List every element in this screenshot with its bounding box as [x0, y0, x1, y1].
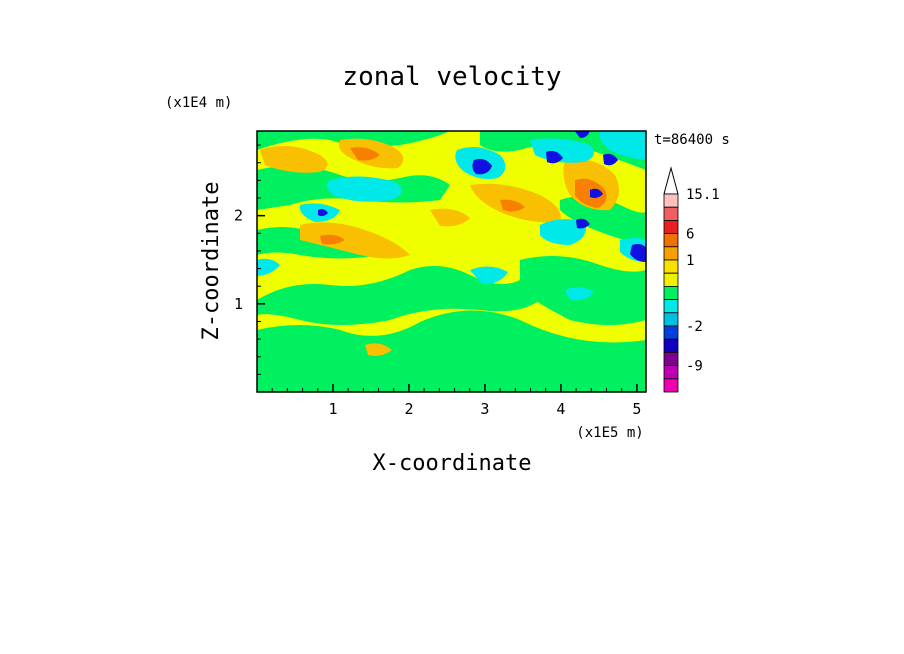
- y-tick-label: 1: [234, 295, 243, 313]
- colorbar: 15.1 6 1 -2 -9: [663, 166, 720, 393]
- contour-region-weak-negative: [565, 287, 594, 301]
- colorbar-swatch: [663, 193, 679, 208]
- colorbar-swatch: [663, 233, 679, 248]
- colorbar-swatch: [663, 259, 679, 274]
- x-axis-label: X-coordinate: [373, 451, 532, 476]
- colorbar-swatch: [663, 378, 679, 393]
- colorbar-swatch: [663, 338, 679, 353]
- x-axis: 1 2 3 4 5: [271, 384, 641, 418]
- colorbar-label: -2: [686, 319, 703, 335]
- chart-title: zonal velocity: [342, 62, 561, 92]
- contour-region-moderate-positive: [300, 222, 410, 259]
- x-tick-label: 2: [404, 400, 413, 418]
- y-axis: 12: [234, 144, 265, 375]
- contour-region-strong-negative: [603, 153, 618, 166]
- colorbar-label: -9: [686, 359, 703, 375]
- colorbar-swatch: [663, 351, 679, 366]
- contour-region-strong-negative: [472, 158, 492, 175]
- contour-field: [257, 131, 646, 392]
- colorbar-swatch: [663, 299, 679, 314]
- colorbar-swatch: [663, 285, 679, 300]
- colorbar-swatch: [663, 312, 679, 327]
- contour-region-strong-positive: [320, 234, 345, 245]
- y-axis-label: Z-coordinate: [199, 182, 224, 341]
- contour-region-weak-negative: [326, 176, 402, 202]
- contour-region-weak-negative: [530, 138, 594, 163]
- plot-frame: [256, 130, 647, 393]
- colorbar-swatch: [663, 365, 679, 380]
- x-scale-label: (x1E5 m): [576, 425, 643, 441]
- colorbar-arrow: [663, 166, 679, 195]
- contour-region-strong-negative: [630, 244, 646, 262]
- colorbar-swatch: [663, 246, 679, 261]
- contour-region-weak-negative: [599, 131, 646, 160]
- contour-region-strong-positive: [500, 199, 525, 212]
- contour-region-strong-negative: [576, 218, 590, 229]
- contour-region-strong-negative: [318, 209, 328, 217]
- contour-region-weak-negative: [257, 258, 280, 276]
- contour-region-strong-negative: [574, 131, 590, 138]
- colorbar-swatch: [663, 272, 679, 287]
- time-label: t=86400 s: [654, 132, 730, 148]
- colorbar-swatch: [663, 206, 679, 221]
- colorbar-swatch: [663, 325, 679, 340]
- contour-region-moderate-positive: [430, 208, 470, 227]
- contour-region-strong-positive: [350, 147, 380, 161]
- y-scale-label: (x1E4 m): [165, 95, 232, 111]
- colorbar-label: 15.1: [686, 187, 720, 203]
- y-tick-label: 2: [234, 207, 243, 225]
- colorbar-label: 6: [686, 227, 694, 243]
- x-tick-label: 4: [556, 400, 565, 418]
- contour-region-neutral: [560, 196, 646, 245]
- contour-region-neutral: [257, 266, 540, 325]
- contour-region-strong-negative: [590, 188, 603, 198]
- contour-region-neutral: [300, 358, 420, 392]
- x-tick-label: 5: [632, 400, 641, 418]
- colorbar-label: 1: [686, 253, 694, 269]
- x-tick-label: 3: [480, 400, 489, 418]
- contour-region-strong-negative: [546, 150, 563, 164]
- contour-region-weak-negative: [540, 219, 586, 245]
- contour-region-weak-negative: [470, 266, 508, 285]
- contour-region-moderate-positive: [365, 343, 392, 356]
- colorbar-swatch: [663, 219, 679, 234]
- contour-region-moderate-positive: [260, 146, 328, 173]
- x-tick-label: 1: [328, 400, 337, 418]
